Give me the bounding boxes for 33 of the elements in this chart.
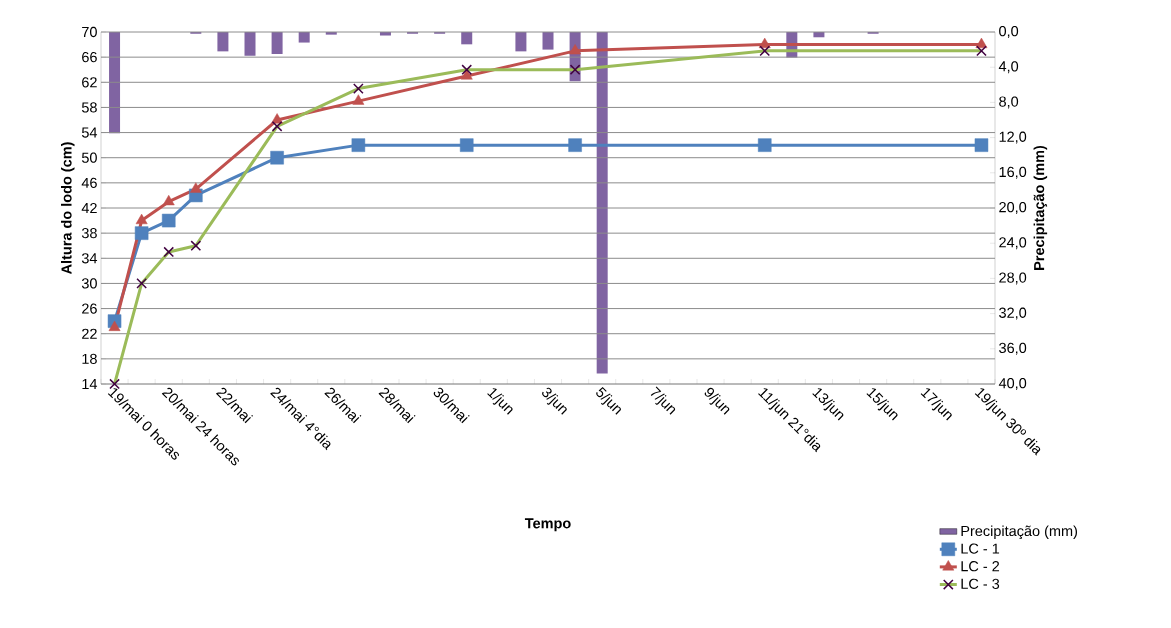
y-tick-label: 34 (81, 253, 98, 264)
y-tick-label: 70 (82, 26, 97, 38)
y-tick-label: 14 (82, 379, 98, 389)
y-tick-label: 42 (81, 202, 97, 214)
y2-axis-title: Precipitação (mm) (1033, 145, 1048, 270)
y2-tick-label: 12,0 (999, 131, 1027, 144)
y-tick-label: 54 (81, 127, 98, 138)
legend-label: LC - 2 (961, 561, 1000, 572)
legend-label: LC - 3 (961, 578, 1000, 589)
y-tick-label: 58 (81, 102, 97, 113)
y2-tick-label: 32,0 (999, 307, 1027, 320)
y-tick-label: 66 (82, 52, 97, 63)
y-axis-title: Altura do lodo (cm) (61, 142, 75, 275)
x-axis-title: Tempo (524, 518, 571, 532)
legend-label: LC - 1 (961, 543, 1000, 554)
y-tick-label: 50 (81, 152, 97, 163)
y-tick-label: 62 (82, 77, 97, 88)
y-tick-label: 38 (81, 228, 97, 239)
y2-tick-label: 16,0 (999, 166, 1027, 179)
y-tick-label: 30 (81, 278, 97, 289)
y2-tick-label: 0,0 (999, 26, 1019, 38)
y2-tick-label: 20,0 (999, 202, 1027, 214)
y2-tick-label: 28,0 (999, 272, 1027, 285)
y2-tick-label: 36,0 (999, 342, 1027, 355)
y2-tick-label: 40,0 (998, 378, 1027, 390)
y-tick-label: 26 (82, 303, 97, 314)
y-tick-label: 46 (81, 177, 97, 188)
y-tick-label: 18 (82, 353, 97, 364)
y2-tick-label: 8,0 (999, 96, 1019, 109)
y2-tick-label: 24,0 (999, 237, 1027, 250)
y-tick-label: 22 (82, 328, 97, 339)
legend-label: Precipitação (mm) (961, 525, 1078, 540)
y2-tick-label: 4,0 (998, 61, 1019, 74)
